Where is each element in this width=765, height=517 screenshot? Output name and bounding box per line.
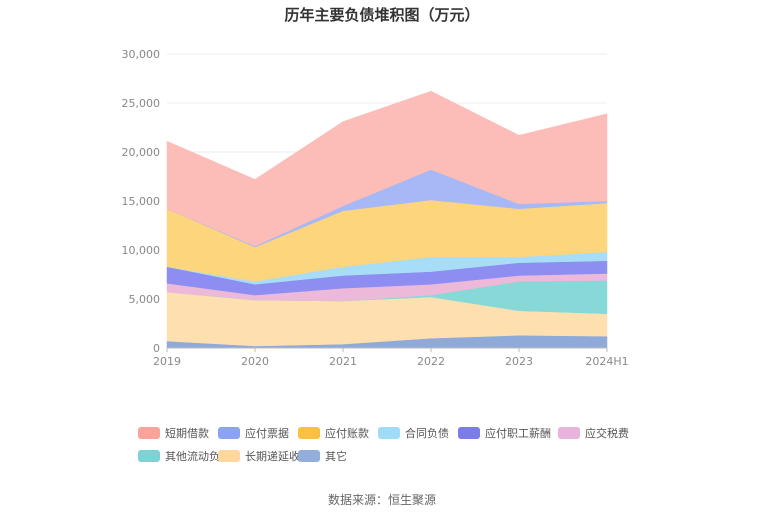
y-tick-label: 20,000	[122, 146, 161, 159]
legend-swatch	[298, 450, 320, 462]
y-tick-label: 30,000	[122, 48, 161, 61]
y-tick-label: 15,000	[122, 195, 161, 208]
legend-label: 应交税费	[585, 426, 629, 440]
data-source: 数据来源：恒生聚源	[328, 492, 436, 507]
legend-item[interactable]: 其他流动负债	[138, 449, 231, 463]
legend-item[interactable]: 应付账款	[298, 426, 369, 440]
x-tick-label: 2022	[417, 355, 445, 368]
legend-label: 应付职工薪酬	[485, 426, 551, 440]
legend-label: 短期借款	[165, 426, 209, 440]
chart-title: 历年主要负债堆积图（万元）	[284, 6, 479, 24]
legend-label: 应付票据	[245, 426, 289, 440]
legend-label: 应付账款	[325, 426, 369, 440]
legend-label: 其他流动负债	[165, 449, 231, 463]
legend-swatch	[298, 427, 320, 439]
y-tick-label: 25,000	[122, 97, 161, 110]
legend-item[interactable]: 应交税费	[558, 426, 629, 440]
x-axis: 2019 2020 2021 2022 2023 2024H1	[153, 347, 629, 368]
area-series	[166, 90, 608, 349]
legend-item[interactable]: 应付职工薪酬	[458, 426, 551, 440]
legend-swatch	[378, 427, 400, 439]
x-tick-label: 2020	[241, 355, 269, 368]
legend-swatch	[138, 427, 160, 439]
legend-swatch	[558, 427, 580, 439]
legend-item[interactable]: 应付票据	[218, 426, 289, 440]
legend-swatch	[218, 450, 240, 462]
y-tick-label: 0	[153, 342, 160, 355]
x-tick-label: 2019	[153, 355, 181, 368]
legend-swatch	[218, 427, 240, 439]
x-tick-label: 2023	[505, 355, 533, 368]
x-tick-label: 2024H1	[585, 355, 628, 368]
legend-swatch	[138, 450, 160, 462]
legend-item[interactable]: 短期借款	[138, 426, 209, 440]
y-tick-label: 10,000	[122, 244, 161, 257]
y-tick-label: 5,000	[129, 293, 161, 306]
y-axis: 0 5,000 10,000 15,000 20,000 25,000 30,000	[122, 48, 161, 355]
area-短期借款	[166, 90, 608, 247]
legend-label: 合同负债	[405, 426, 449, 440]
x-tick-label: 2021	[329, 355, 357, 368]
legend-item[interactable]: 其它	[298, 449, 347, 463]
legend-item[interactable]: 合同负债	[378, 426, 449, 440]
legend-swatch	[458, 427, 480, 439]
legend-label: 其它	[325, 449, 347, 463]
legend-label: 长期递延收益	[245, 449, 311, 463]
legend-item[interactable]: 长期递延收益	[218, 449, 311, 463]
